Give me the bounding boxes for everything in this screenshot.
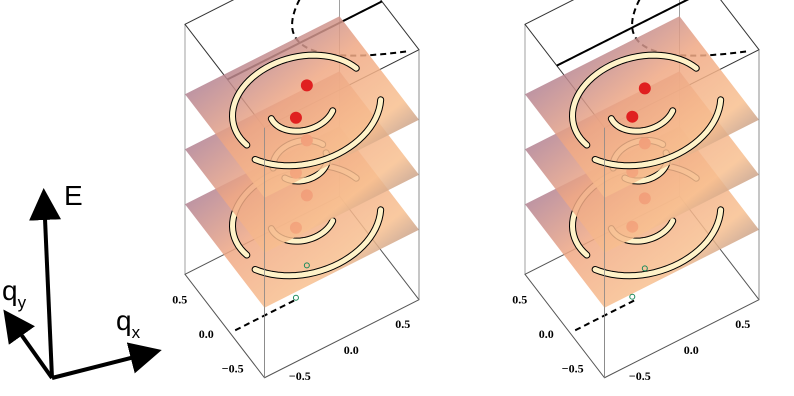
e-arrow bbox=[29, 188, 62, 379]
y-tick-label: 0.5 bbox=[172, 293, 187, 307]
qx-base: q bbox=[116, 305, 132, 336]
node-dot bbox=[300, 79, 313, 92]
y-tick-label: −0.5 bbox=[562, 362, 584, 376]
arc-band bbox=[570, 52, 699, 148]
top-line bbox=[556, 0, 690, 67]
qy-sub: y bbox=[18, 293, 27, 312]
qy-arrow bbox=[3, 309, 54, 380]
qx-sub: x bbox=[132, 323, 141, 342]
base-dot bbox=[629, 293, 636, 300]
x-tick-label: −0.5 bbox=[629, 369, 651, 383]
node-dot bbox=[638, 82, 651, 95]
x-tick-label: 0.0 bbox=[684, 343, 699, 357]
y-tick-label: −0.5 bbox=[222, 362, 244, 376]
energy-slice bbox=[525, 16, 759, 198]
base-dash bbox=[574, 298, 638, 332]
panel: 0.5 0.0 −0.5 −0.5 0.0 0.5 bbox=[172, 0, 420, 383]
qy-label: qy bbox=[2, 275, 27, 312]
arc-band bbox=[252, 207, 384, 279]
arc-band bbox=[268, 108, 336, 134]
x-tick-label: 0.0 bbox=[344, 343, 359, 357]
base-dot bbox=[292, 294, 299, 301]
energy-slice bbox=[185, 16, 419, 198]
y-tick-label: 0.0 bbox=[199, 327, 214, 341]
arc-band bbox=[608, 108, 676, 134]
base-dot bbox=[641, 265, 648, 272]
arc-band bbox=[252, 97, 384, 169]
x-tick-label: 0.5 bbox=[395, 317, 410, 331]
axes-legend: E qy qx bbox=[2, 180, 162, 380]
y-tick-label: 0.0 bbox=[539, 327, 554, 341]
base-dot bbox=[303, 262, 310, 269]
qx-arrow bbox=[51, 342, 162, 380]
qy-base: q bbox=[2, 275, 18, 306]
qx-label: qx bbox=[116, 305, 141, 342]
x-tick-label: −0.5 bbox=[289, 369, 311, 383]
arc-band bbox=[230, 52, 359, 148]
e-label: E bbox=[64, 180, 83, 211]
panel: 0.5 0.0 −0.5 −0.5 0.0 0.5 bbox=[512, 0, 760, 383]
arc-band bbox=[592, 97, 724, 169]
x-tick-label: 0.5 bbox=[735, 317, 750, 331]
y-tick-label: 0.5 bbox=[512, 293, 527, 307]
node-dot bbox=[289, 111, 302, 124]
base-dash bbox=[234, 298, 298, 332]
arc-band bbox=[592, 207, 724, 279]
node-dot bbox=[626, 110, 639, 123]
